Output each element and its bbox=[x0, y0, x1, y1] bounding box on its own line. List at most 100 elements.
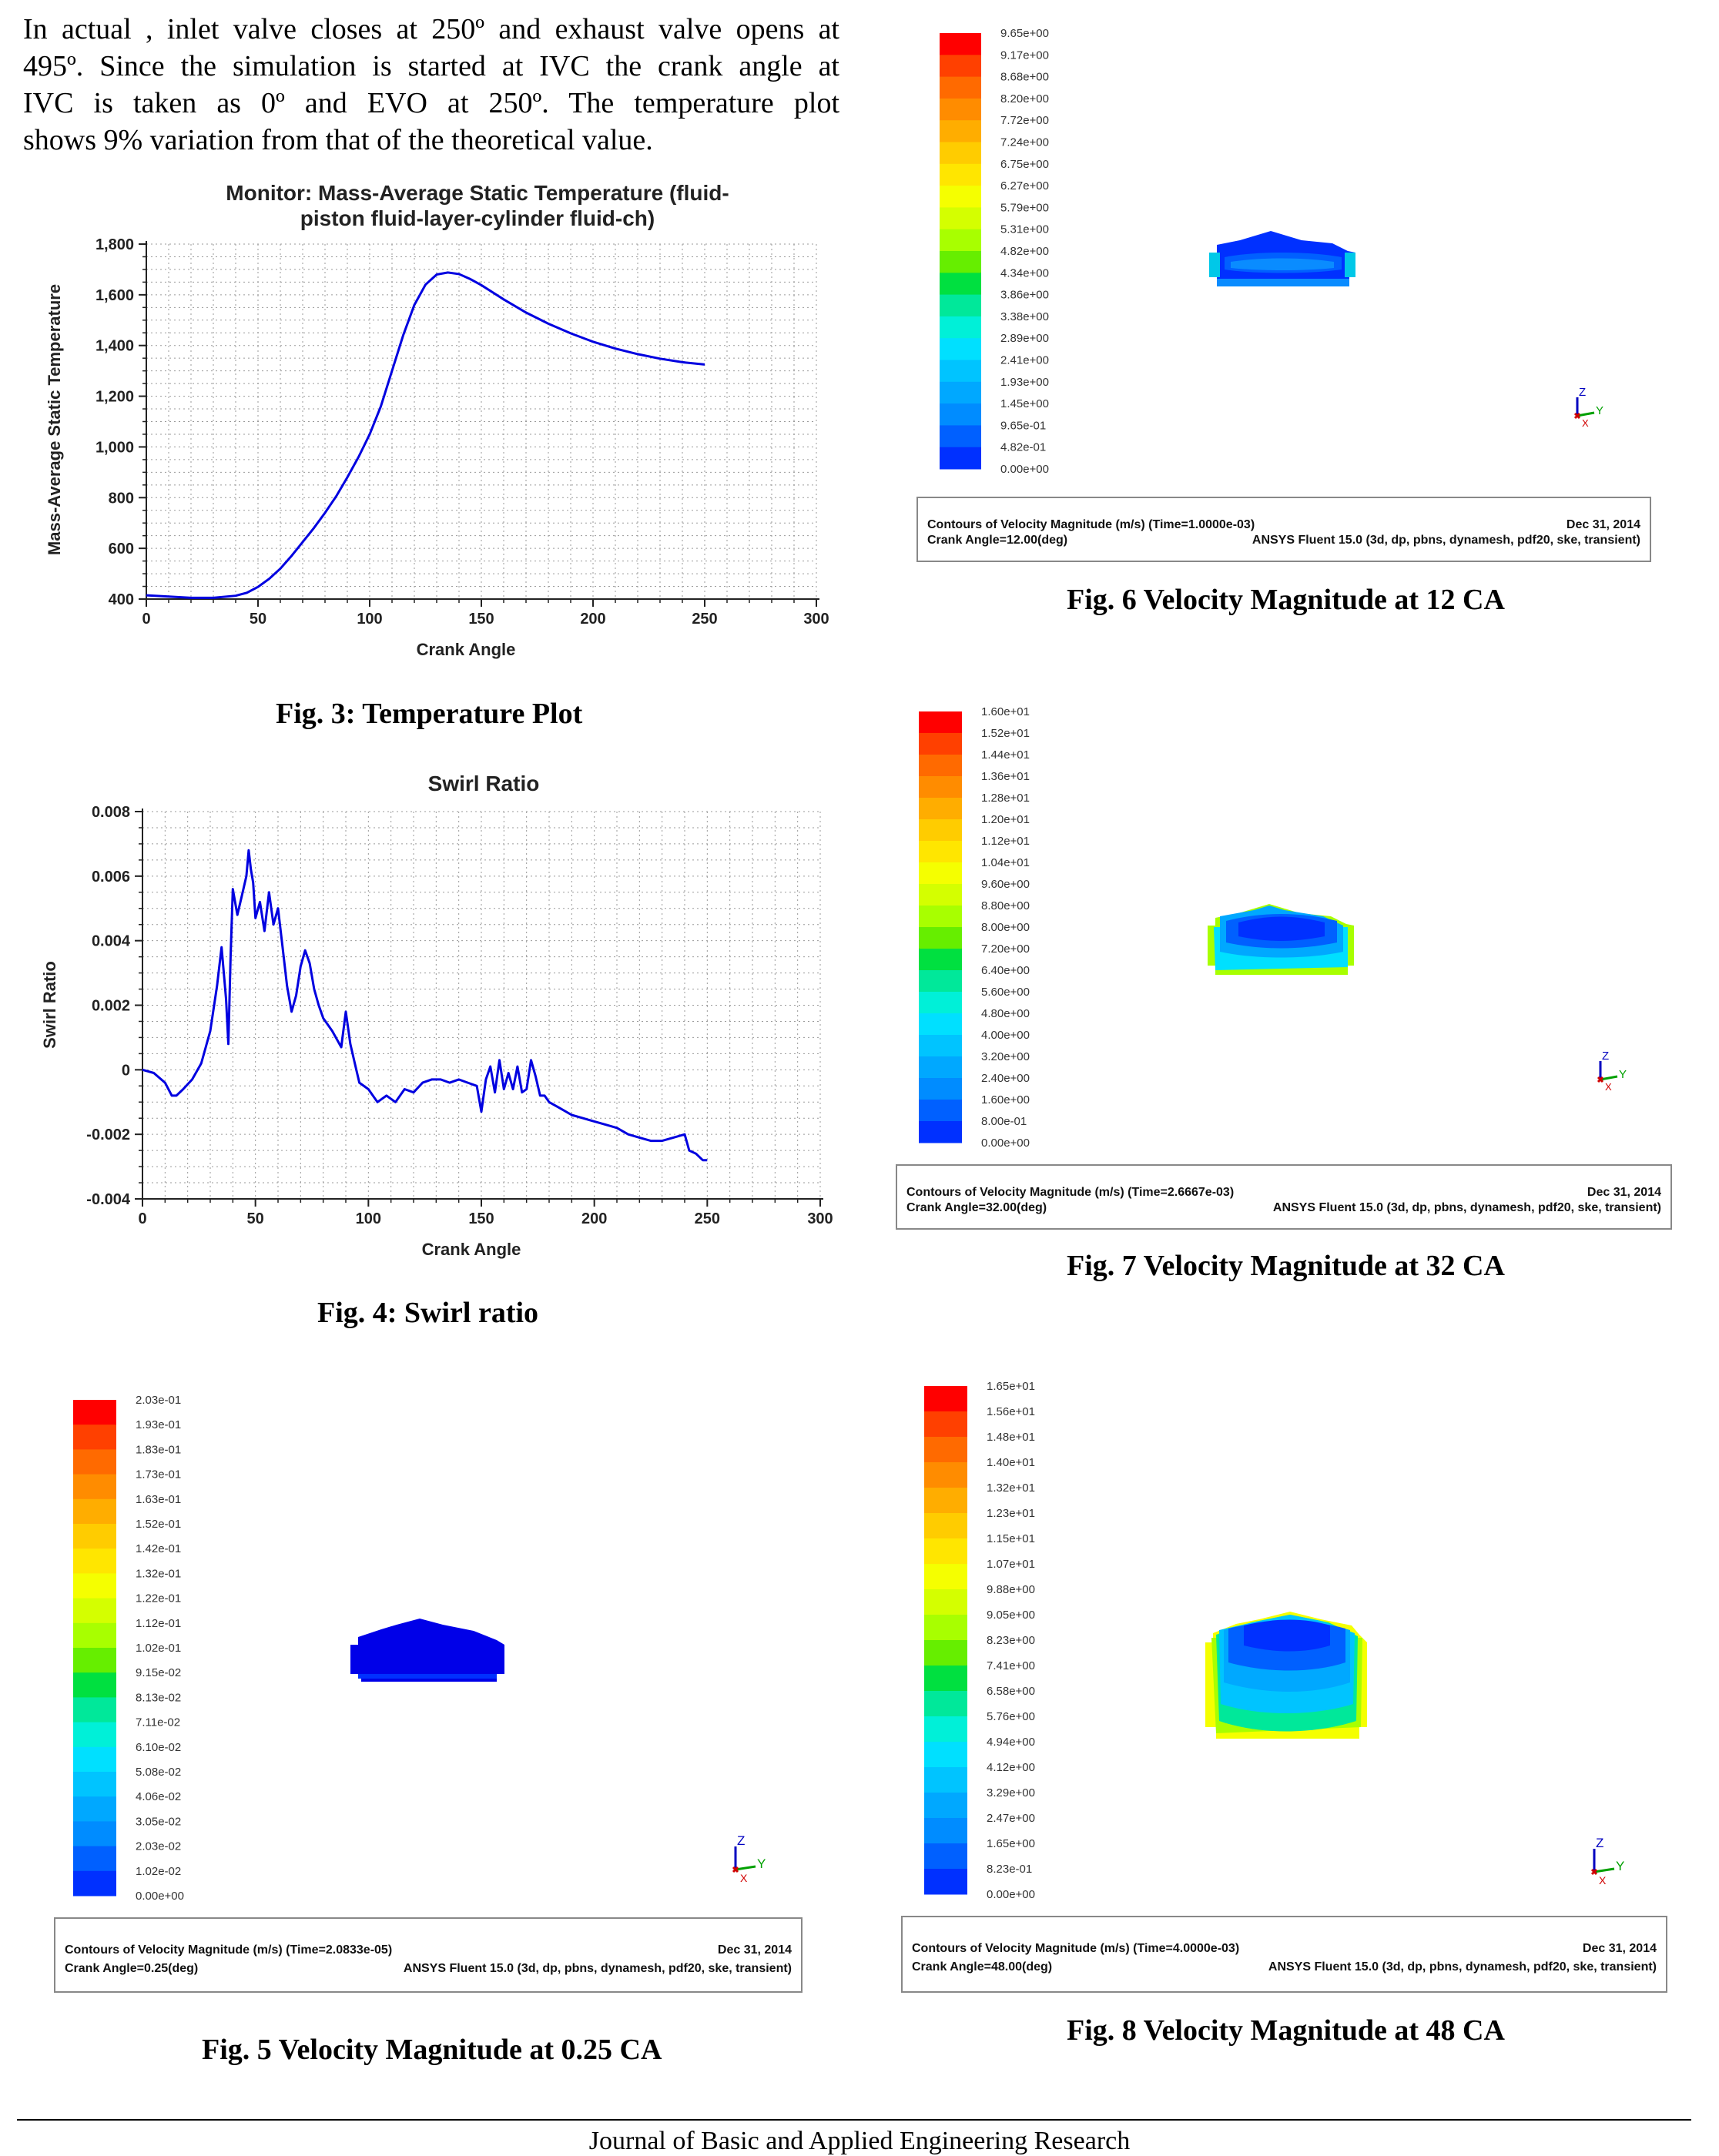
legend-label: 2.47e+00 bbox=[987, 1812, 1035, 1825]
legend-label: 8.00e-01 bbox=[981, 1115, 1027, 1128]
legend-label: 1.60e+01 bbox=[981, 705, 1030, 718]
svg-text:Y: Y bbox=[1616, 1859, 1624, 1873]
legend-color-swatch bbox=[924, 1742, 967, 1768]
legend-label: 7.72e+00 bbox=[1000, 114, 1049, 127]
legend-label: 2.40e+00 bbox=[981, 1072, 1030, 1085]
legend-label: 8.20e+00 bbox=[1000, 92, 1049, 105]
legend-label: 9.65e+00 bbox=[1000, 27, 1049, 40]
fig6-contour-svg: 9.65e+00 9.17e+00 8.68e+00 8.20e+00 7.72e+00… bbox=[940, 27, 1603, 476]
fig8-contour-plot: 1.65e+01 1.56e+01 1.48e+01 1.40e+01 1.32e+01… bbox=[901, 1373, 1667, 2004]
legend-color-swatch bbox=[73, 1821, 116, 1847]
legend-label: 5.79e+00 bbox=[1000, 201, 1049, 214]
legend-color-swatch bbox=[924, 1691, 967, 1717]
legend-label: 6.75e+00 bbox=[1000, 158, 1049, 171]
svg-text:X: X bbox=[1599, 1874, 1607, 1886]
legend-label: 1.93e+00 bbox=[1000, 376, 1049, 389]
x-tick-label: 100 bbox=[356, 1210, 381, 1227]
y-tick-label: 600 bbox=[109, 541, 134, 557]
legend-label: 6.58e+00 bbox=[987, 1685, 1035, 1698]
legend-color-swatch bbox=[924, 1818, 967, 1844]
legend-color-swatch bbox=[919, 755, 962, 777]
legend-label: 7.24e+00 bbox=[1000, 136, 1049, 149]
legend-color-swatch bbox=[919, 711, 962, 734]
x-tick-label: 100 bbox=[357, 611, 382, 628]
y-tick-label: 0.004 bbox=[92, 933, 131, 950]
legend-color-swatch bbox=[940, 447, 981, 470]
x-axis-label: Crank Angle bbox=[417, 640, 516, 659]
legend-label: 8.00e+00 bbox=[981, 921, 1030, 934]
legend-label: 1.12e+01 bbox=[981, 835, 1030, 848]
legend-label: 1.56e+01 bbox=[987, 1405, 1035, 1418]
y-axis-label: Mass-Average Static Temperature bbox=[45, 284, 64, 555]
legend-label: 5.08e-02 bbox=[136, 1766, 181, 1779]
legend-color-swatch bbox=[919, 841, 962, 863]
legend-label: 5.76e+00 bbox=[987, 1710, 1035, 1723]
legend-label: 8.68e+00 bbox=[1000, 71, 1049, 84]
legend-label: 4.82e+00 bbox=[1000, 245, 1049, 258]
fig5-contour-svg: 2.03e-01 1.93e-01 1.83e-01 1.73e-01 1.63e-01… bbox=[73, 1394, 766, 1903]
legend-color-swatch bbox=[919, 1035, 962, 1057]
y-tick-label: 800 bbox=[109, 490, 134, 507]
legend-color-swatch bbox=[940, 33, 981, 55]
y-tick-label: -0.002 bbox=[86, 1127, 130, 1143]
legend-label: 9.88e+00 bbox=[987, 1583, 1035, 1596]
legend-label: 4.34e+00 bbox=[1000, 266, 1049, 280]
legend-label: 9.17e+00 bbox=[1000, 49, 1049, 62]
x-tick-label: 250 bbox=[692, 611, 717, 628]
colorbar-legend: 2.03e-01 1.93e-01 1.83e-01 1.73e-01 1.63e-01… bbox=[73, 1394, 184, 1903]
legend-color-swatch bbox=[919, 819, 962, 842]
paragraph-line: shows 9% variation from that of the theo… bbox=[23, 124, 653, 156]
swirl-ratio-series-line bbox=[142, 849, 708, 1162]
legend-color-swatch bbox=[940, 381, 981, 404]
legend-color-swatch bbox=[924, 1793, 967, 1819]
cylinder-contour bbox=[1208, 904, 1354, 975]
legend-color-swatch bbox=[924, 1767, 967, 1793]
y-tick-label: 1,800 bbox=[96, 236, 134, 253]
legend-label: 1.12e-01 bbox=[136, 1617, 181, 1630]
legend-label: 8.80e+00 bbox=[981, 899, 1030, 912]
legend-color-swatch bbox=[73, 1796, 116, 1822]
legend-color-swatch bbox=[924, 1488, 967, 1514]
legend-label: 8.23e+00 bbox=[987, 1634, 1035, 1647]
y-tick-label: 1,000 bbox=[96, 439, 134, 456]
legend-color-swatch bbox=[924, 1716, 967, 1743]
legend-label: 6.10e-02 bbox=[136, 1741, 181, 1754]
legend-color-swatch bbox=[919, 1100, 962, 1122]
legend-label: 1.28e+01 bbox=[981, 792, 1030, 805]
legend-color-swatch bbox=[940, 98, 981, 121]
legend-label: 2.03e-02 bbox=[136, 1840, 181, 1853]
legend-color-swatch bbox=[940, 360, 981, 383]
paragraph-line: In actual , inlet valve closes at 250º a… bbox=[23, 13, 839, 45]
legend-label: 1.15e+01 bbox=[987, 1532, 1035, 1545]
legend-color-swatch bbox=[924, 1538, 967, 1565]
fig7-contour-plot: 1.60e+01 1.52e+01 1.44e+01 1.36e+01 1.28e+01… bbox=[896, 702, 1674, 1241]
axis-triad: Z Y X bbox=[1590, 1836, 1624, 1886]
svg-text:Y: Y bbox=[1619, 1068, 1627, 1081]
legend-color-swatch bbox=[73, 1548, 116, 1574]
legend-label: 3.86e+00 bbox=[1000, 289, 1049, 302]
legend-label: 1.02e-02 bbox=[136, 1865, 181, 1878]
legend-color-swatch bbox=[73, 1648, 116, 1673]
legend-label: 0.00e+00 bbox=[136, 1890, 184, 1903]
x-tick-label: 250 bbox=[695, 1210, 720, 1227]
svg-text:X: X bbox=[1605, 1081, 1612, 1093]
legend-label: 1.40e+01 bbox=[987, 1456, 1035, 1469]
x-tick-label: 150 bbox=[468, 1210, 494, 1227]
legend-label: 1.32e+01 bbox=[987, 1481, 1035, 1495]
legend-color-swatch bbox=[924, 1513, 967, 1539]
legend-label: 5.31e+00 bbox=[1000, 223, 1049, 236]
legend-label: 3.20e+00 bbox=[981, 1050, 1030, 1063]
legend-color-swatch bbox=[924, 1666, 967, 1692]
legend-label: 3.29e+00 bbox=[987, 1786, 1035, 1799]
legend-color-swatch bbox=[919, 884, 962, 906]
fig7-info-box: Contours of Velocity Magnitude (m/s) (Ti… bbox=[896, 1164, 1672, 1230]
legend-color-swatch bbox=[73, 1400, 116, 1425]
legend-color-swatch bbox=[73, 1573, 116, 1599]
legend-label: 4.06e-02 bbox=[136, 1790, 181, 1803]
legend-label: 1.02e-01 bbox=[136, 1642, 181, 1655]
legend-label: 9.60e+00 bbox=[981, 878, 1030, 891]
legend-color-swatch bbox=[924, 1615, 967, 1641]
legend-color-swatch bbox=[924, 1589, 967, 1615]
legend-color-swatch bbox=[940, 251, 981, 273]
colorbar-legend: 9.65e+00 9.17e+00 8.68e+00 8.20e+00 7.72e+00… bbox=[940, 27, 1049, 476]
